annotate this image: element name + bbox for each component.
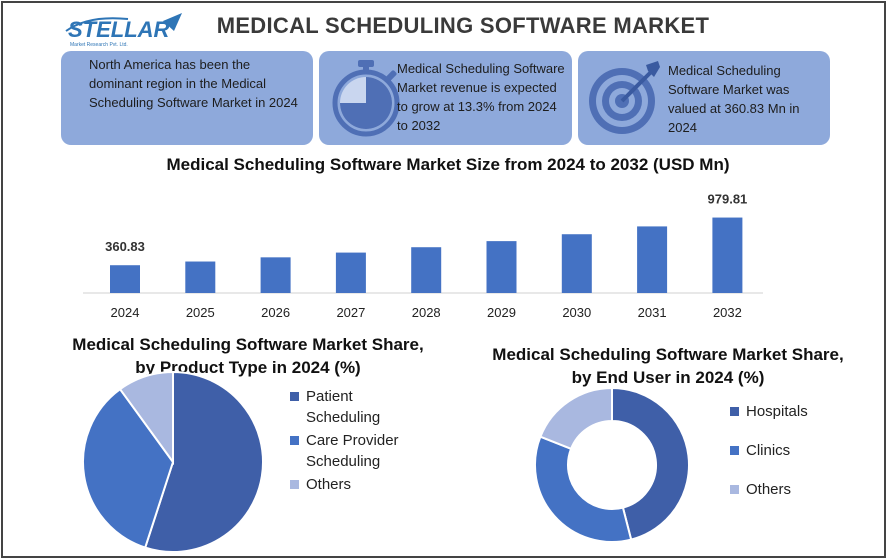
logo-name: STELLAR [68, 17, 170, 42]
legend-item: Clinics [730, 440, 850, 461]
logo-graphic: STELLAR Market Research Pvt. Ltd. [65, 13, 182, 48]
legend-item: Others [730, 479, 850, 500]
legend-swatch [290, 480, 299, 489]
pie-slice [118, 370, 174, 466]
target-icon [589, 61, 660, 134]
end-user-legend: Hospitals Clinics Others [730, 401, 850, 518]
legend-label: Patient Scheduling [306, 388, 381, 426]
bar [561, 234, 592, 293]
card-text: Medical Scheduling Software Market was v… [668, 63, 800, 135]
end-user-chart-title: Medical Scheduling Software Market Share… [492, 345, 844, 387]
bar [335, 252, 366, 293]
x-tick-label: 2025 [186, 305, 215, 320]
bar [712, 217, 743, 293]
card-text: North America has been the dominant regi… [89, 57, 298, 110]
bar [110, 265, 140, 293]
bar-chart-title: Medical Scheduling Software Market Size … [166, 155, 730, 174]
card-text: Medical Scheduling Software Market reven… [397, 61, 565, 133]
legend-item: Care Provider Scheduling [290, 430, 420, 472]
pie-slice [611, 386, 690, 541]
legend-swatch [730, 446, 739, 455]
x-tick-label: 2024 [111, 305, 140, 320]
legend-item: Others [290, 474, 420, 495]
x-tick-label: 2030 [562, 305, 591, 320]
card-growth: Medical Scheduling Software Market reven… [319, 51, 572, 145]
main-title: MEDICAL SCHEDULING SOFTWARE MARKET [216, 13, 710, 38]
data-label: 360.83 [105, 239, 145, 254]
stellar-logo: STELLAR Market Research Pvt. Ltd. [58, 11, 188, 49]
legend-label: Others [306, 476, 352, 493]
legend-label: Care Provider Scheduling [306, 432, 399, 470]
x-tick-label: 2032 [713, 305, 742, 320]
bar [185, 261, 216, 293]
stopwatch-icon [332, 60, 400, 137]
x-tick-label: 2026 [261, 305, 290, 320]
bar-chart: 2024 360.83 2025 2026 2027 2028 2029 2030 2031 20… [83, 193, 763, 320]
card-valuation: Medical Scheduling Software Market was v… [578, 51, 830, 145]
x-tick-label: 2028 [412, 305, 441, 320]
bar [637, 226, 668, 293]
product-type-legend: Patient Scheduling Care Provider Scheduli… [290, 386, 420, 497]
logo-tagline: Market Research Pvt. Ltd. [70, 42, 128, 48]
bar [260, 257, 291, 293]
legend-label: Hospitals [746, 403, 808, 420]
bar [411, 247, 442, 293]
legend-label: Clinics [746, 442, 791, 459]
product-type-chart-title: Medical Scheduling Software Market Share… [72, 335, 424, 377]
legend-swatch [730, 485, 739, 494]
legend-item: Patient Scheduling [290, 386, 420, 428]
product-type-pie [82, 370, 264, 553]
x-tick-label: 2031 [638, 305, 667, 320]
legend-swatch [730, 407, 739, 416]
x-tick-label: 2029 [487, 305, 516, 320]
data-label: 979.81 [708, 193, 748, 207]
pie-slice [82, 387, 175, 549]
card-north-america: North America has been the dominant regi… [61, 51, 313, 145]
legend-label: Others [746, 481, 792, 498]
bar [486, 241, 517, 293]
end-user-donut [534, 386, 690, 543]
pie-slice [539, 386, 613, 451]
pie-slice [534, 435, 633, 543]
legend-item: Hospitals [730, 401, 850, 422]
x-tick-label: 2027 [336, 305, 365, 320]
pie-slice [143, 370, 264, 553]
legend-swatch [290, 392, 299, 401]
legend-swatch [290, 436, 299, 445]
